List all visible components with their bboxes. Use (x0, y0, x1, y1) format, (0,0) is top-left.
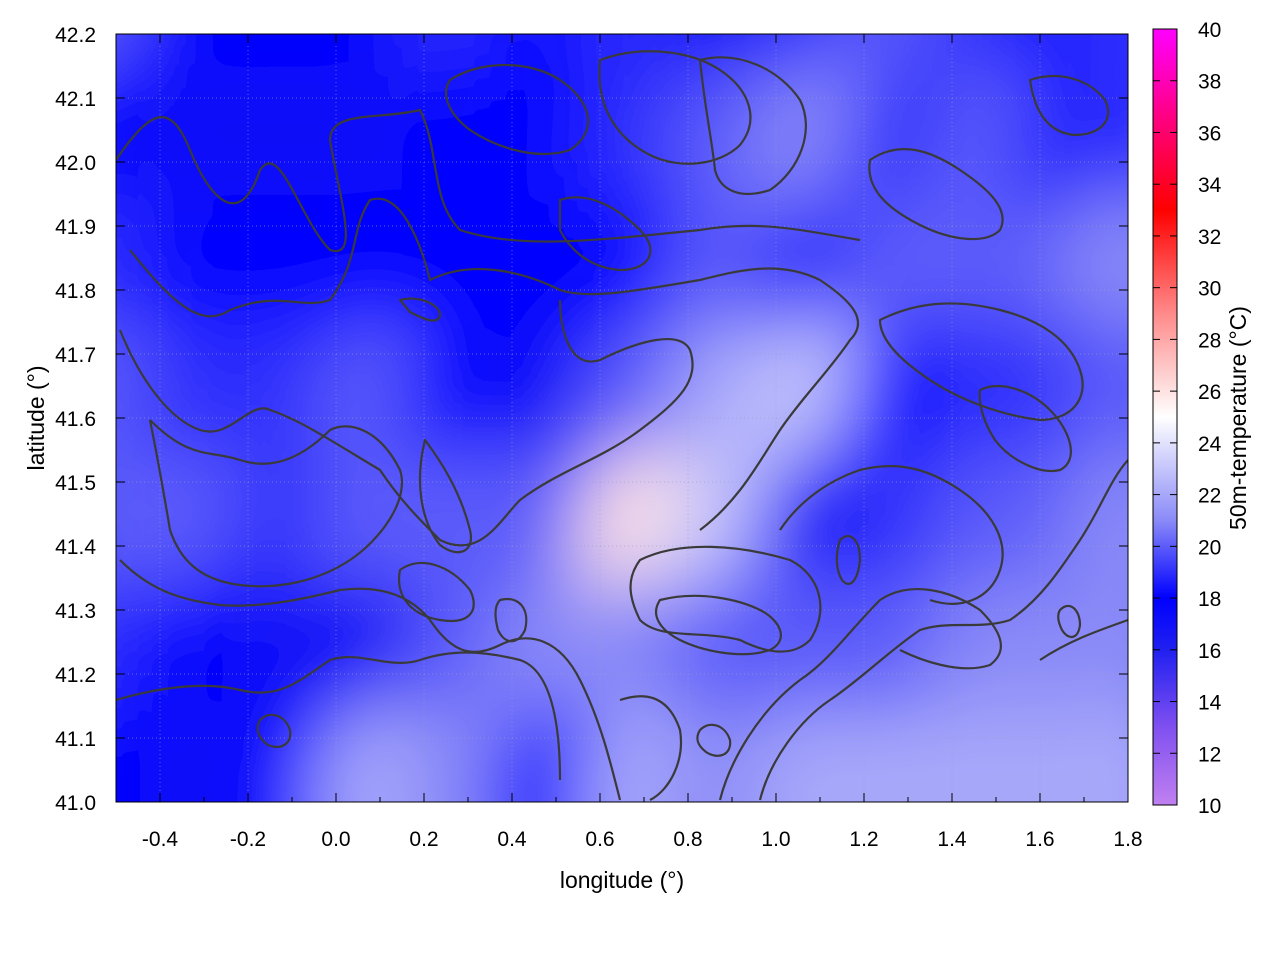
y-axis-label: latitude (°) (23, 365, 49, 470)
contour-line (418, 438, 473, 554)
contour-line (256, 713, 292, 748)
x-tick-label: -0.2 (230, 828, 266, 851)
colorbar-tick-label: 38 (1198, 71, 1221, 94)
contour-line (696, 723, 732, 757)
colorbar-tick-label: 34 (1198, 174, 1222, 197)
colorbar-ticks: 10 12 14 16 18 20 22 24 26 28 30 32 34 36 38 40 (1153, 19, 1222, 818)
y-tick-label: 41.2 (55, 664, 96, 687)
colorbar-tick-label: 18 (1198, 588, 1221, 611)
colorbar-label: 50m-temperature (°C) (1225, 306, 1251, 530)
x-tick-label: 0.4 (497, 828, 527, 851)
field-cell (1061, 701, 1128, 802)
contour-line (654, 594, 782, 656)
y-axis: 41.0 41.1 41.2 41.3 41.4 41.5 41.6 41.7 41.8 41.9… (55, 24, 1128, 815)
contour-line (619, 695, 683, 801)
colorbar-tick-label: 22 (1198, 485, 1221, 508)
x-tick-label: 1.8 (1113, 828, 1142, 851)
contour-lines (116, 50, 1128, 801)
colorbar-tick-label: 12 (1198, 743, 1221, 766)
contour-line (779, 464, 1004, 605)
x-tick-label: 1.2 (849, 828, 878, 851)
contour-line (758, 459, 1128, 801)
contour-line (398, 297, 442, 322)
colorbar-tick-label: 36 (1198, 122, 1221, 145)
x-axis: -0.4 -0.2 0.0 0.2 0.4 0.6 0.8 1.0 1.2 1.4 1.6 1.8 (115, 34, 1143, 851)
y-tick-label: 41.8 (55, 280, 96, 303)
contour-line (598, 50, 752, 165)
y-tick-label: 41.3 (55, 600, 96, 623)
contour-line (629, 545, 822, 653)
y-tick-label: 41.9 (55, 216, 96, 239)
x-tick-label: 1.4 (937, 828, 967, 851)
colorbar-tick-label: 32 (1198, 226, 1221, 249)
x-axis-label: longitude (°) (560, 867, 684, 893)
contour-line (868, 148, 1004, 241)
contour-line (148, 419, 403, 588)
x-tick-label: 0.8 (673, 828, 702, 851)
colorbar-tick-label: 30 (1198, 278, 1221, 301)
colorbar-tick-label: 40 (1198, 19, 1221, 42)
colorbar-scale (1152, 28, 1178, 806)
colorbar-tick-label: 24 (1198, 433, 1222, 456)
colorbar-tick-label: 28 (1198, 329, 1221, 352)
contour-line (698, 56, 807, 195)
x-tick-label: 1.6 (1025, 828, 1054, 851)
contour-line (558, 196, 652, 272)
x-tick-label: 1.0 (761, 828, 790, 851)
colorbar: 10 12 14 16 18 20 22 24 26 28 30 32 34 36 38 40 50m-tem… (1152, 19, 1251, 818)
contour-line (116, 651, 562, 781)
contour-line (116, 108, 861, 253)
y-tick-label: 41.4 (55, 536, 96, 559)
y-tick-label: 42.0 (55, 152, 96, 175)
contour-line (397, 561, 475, 623)
y-tick-label: 41.0 (55, 792, 96, 815)
y-tick-label: 41.5 (55, 472, 96, 495)
y-tick-label: 41.6 (55, 408, 96, 431)
y-tick-label: 42.1 (55, 88, 96, 111)
contour-line (129, 197, 860, 531)
contour-line (878, 302, 1084, 422)
y-tick-label: 41.7 (55, 344, 96, 367)
x-tick-label: -0.4 (142, 828, 179, 851)
contour-line (1039, 618, 1128, 661)
contour-line (1028, 75, 1110, 137)
contour-line (494, 597, 528, 643)
colorbar-tick-label: 26 (1198, 381, 1221, 404)
grid (116, 34, 1128, 802)
x-tick-label: 0.2 (409, 828, 438, 851)
colorbar-tick-label: 10 (1198, 795, 1221, 818)
y-tick-label: 41.1 (55, 728, 96, 751)
colorbar-tick-label: 20 (1198, 536, 1221, 559)
x-tick-label: 0.6 (585, 828, 614, 851)
contour-line (118, 299, 694, 547)
contour-line (978, 385, 1072, 473)
contour-line (835, 535, 862, 585)
contour-line (718, 588, 1002, 801)
plot-area: -0.4 -0.2 0.0 0.2 0.4 0.6 0.8 1.0 1.2 1.4 1.6 1.8 4… (55, 24, 1143, 851)
y-tick-label: 42.2 (55, 24, 96, 47)
x-tick-label: 0.0 (321, 828, 350, 851)
contour-line (1057, 604, 1082, 638)
colorbar-tick-label: 16 (1198, 640, 1221, 663)
colorbar-tick-label: 14 (1198, 692, 1222, 715)
contour-line (119, 559, 622, 801)
contour-line (445, 63, 590, 156)
